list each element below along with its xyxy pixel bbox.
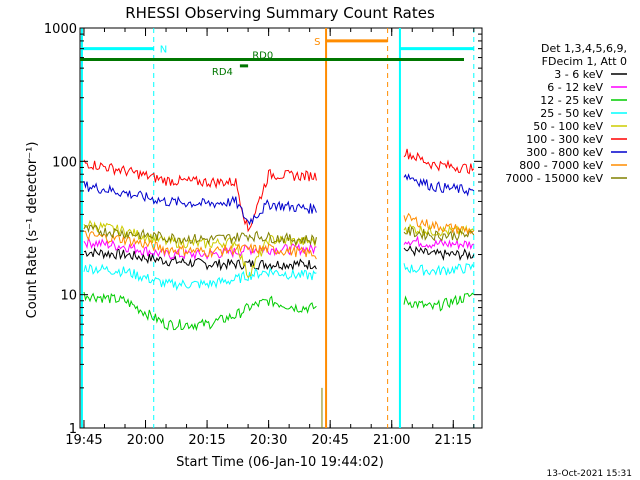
chart-title: RHESSI Observing Summary Count Rates [125, 4, 435, 22]
series-line-50-100keV [83, 219, 475, 279]
y-tick-label: 100 [52, 155, 77, 170]
rd4-label: RD4 [212, 67, 233, 78]
saa-label: S [314, 37, 320, 48]
x-axis-label: Start Time (06-Jan-10 19:44:02) [176, 455, 384, 470]
legend-entry-label: 25 - 50 keV [540, 107, 603, 120]
series-line-3-6keV [83, 244, 475, 272]
x-tick-label: 20:30 [250, 433, 287, 448]
series-line-300-800keV [83, 173, 475, 226]
x-tick-label: 21:15 [435, 433, 472, 448]
legend-entry-label: 800 - 7000 keV [519, 159, 603, 172]
x-tick-label: 21:00 [373, 433, 410, 448]
legend-entry-label: 50 - 100 keV [533, 120, 603, 133]
x-tick-label: 20:45 [311, 433, 348, 448]
legend-header-line: Det 1,3,4,5,6,9, [541, 42, 627, 55]
y-tick-label: 1000 [44, 22, 77, 37]
series-layer [83, 148, 475, 332]
x-tick-label: 19:45 [65, 433, 102, 448]
legend-entry-label: 3 - 6 keV [554, 68, 603, 81]
plot-area [79, 27, 483, 429]
y-axis-label: Count Rate (s⁻¹ detector⁻¹) [25, 142, 40, 319]
y-tick-label: 1 [69, 422, 77, 437]
legend-entry-label: 12 - 25 keV [540, 94, 603, 107]
legend: Det 1,3,4,5,6,9,FDecim 1, Att 03 - 6 keV… [505, 42, 627, 185]
axes-layer: 19:45 20:00 20:15 20:30 20:45 21:00 21:15 1 10 10… [44, 22, 482, 448]
x-tick-label: 20:15 [188, 433, 225, 448]
legend-entry-label: 300 - 800 keV [526, 146, 603, 159]
night-label: N [160, 45, 167, 56]
legend-entry-label: 6 - 12 keV [547, 81, 603, 94]
series-line-7000-15000keV [83, 224, 475, 247]
x-tick-label: 20:00 [127, 433, 164, 448]
series-line-800-7000keV [83, 212, 474, 260]
footer-date: 13-Oct-2021 15:31 [547, 469, 632, 479]
series-line-6-12keV [83, 235, 474, 261]
y-tick-label: 10 [60, 289, 77, 304]
legend-entry-label: 100 - 300 keV [526, 133, 603, 146]
rd0-label: RD0 [252, 51, 273, 62]
legend-entry-label: 7000 - 15000 keV [505, 172, 603, 185]
series-line-100-300keV [83, 148, 475, 233]
legend-header-line: FDecim 1, Att 0 [542, 55, 627, 68]
series-line-25-50keV [83, 263, 475, 291]
annotations-layer: N S RD0 RD4 [80, 28, 475, 428]
series-line-12-25keV [83, 291, 475, 332]
